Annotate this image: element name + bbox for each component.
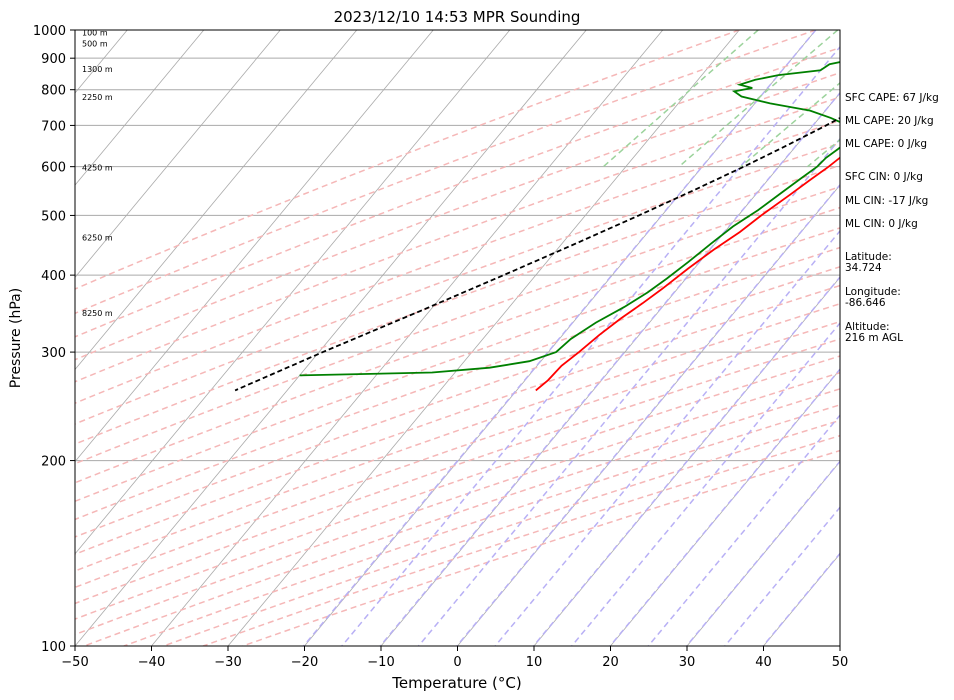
- side-panel-item: SFC CIN: 0 J/kg: [845, 171, 923, 183]
- dewpoint-profile: [299, 61, 840, 377]
- x-tick-label: 10: [526, 655, 543, 670]
- y-tick-label: 600: [41, 161, 66, 176]
- moist-adiabat: [379, 91, 840, 646]
- dry-adiabat: [75, 320, 840, 589]
- dry-adiabat: [83, 388, 840, 646]
- dry-adiabat: [75, 227, 840, 503]
- height-labels: 100 m 500 m 1300 m 2250 m 4250 m 6250 m 8250 m: [82, 29, 113, 318]
- height-label: 1300 m: [82, 65, 113, 74]
- y-tick-label: 700: [41, 119, 66, 134]
- mixing-ratio-line: [602, 30, 759, 168]
- x-tick-label: −20: [291, 655, 318, 670]
- dry-adiabat: [75, 266, 840, 538]
- height-label: 100 m: [82, 29, 108, 38]
- isotherm-line: [75, 30, 281, 278]
- moist-adiabat: [341, 45, 840, 646]
- mixing-ratio-line: [678, 30, 839, 168]
- dry-adiabat: [75, 164, 840, 445]
- dry-adiabat: [75, 119, 840, 404]
- x-axis-label: Temperature (°C): [391, 674, 521, 692]
- moist-adiabat: [303, 30, 817, 646]
- chart-title: 2023/12/10 14:53 MPR Sounding: [334, 8, 581, 26]
- side-panel-item: Latitude: 34.724: [845, 251, 892, 274]
- side-panel-item: Altitude: 216 m AGL: [845, 321, 903, 344]
- x-tick-label: −50: [61, 655, 88, 670]
- height-label: 8250 m: [82, 309, 113, 318]
- moist-adiabat: [532, 275, 840, 646]
- height-label: 500 m: [82, 40, 108, 49]
- y-axis: 100 200 300 400 500 600 700 800 900 1000: [33, 24, 75, 655]
- height-label: 2250 m: [82, 93, 113, 102]
- x-tick-label: −40: [138, 655, 165, 670]
- moist-adiabat: [609, 367, 840, 646]
- height-label: 6250 m: [82, 234, 113, 243]
- mixing-ratio-line: [740, 81, 840, 168]
- y-tick-label: 900: [41, 52, 66, 67]
- moist-adiabat: [418, 137, 840, 646]
- x-tick-label: −10: [367, 655, 394, 670]
- moist-adiabat: [571, 321, 840, 646]
- y-tick-label: 200: [41, 455, 66, 470]
- height-label: 4250 m: [82, 164, 113, 173]
- side-panel-item: ML CIN: -17 J/kg: [845, 195, 929, 207]
- isotherm-line: [75, 30, 358, 371]
- moist-adiabat: [456, 183, 840, 646]
- x-axis: −50 −40 −30 −20 −10 0 10 20 30 40 50: [61, 646, 848, 670]
- dry-adiabat: [75, 30, 740, 290]
- isotherm-line: [75, 30, 205, 186]
- dry-adiabat: [75, 284, 840, 556]
- reference-grid: [75, 30, 840, 646]
- y-tick-label: 100: [41, 640, 66, 655]
- data-series: [234, 61, 840, 392]
- x-tick-label: 30: [679, 655, 696, 670]
- y-tick-label: 1000: [33, 24, 66, 39]
- y-tick-label: 800: [41, 84, 66, 99]
- y-tick-label: 400: [41, 269, 66, 284]
- y-tick-label: 300: [41, 346, 66, 361]
- dry-adiabat: [75, 206, 840, 484]
- dry-adiabat: [75, 142, 840, 425]
- dry-adiabat: [75, 185, 840, 465]
- isotherm-line: [75, 30, 511, 555]
- isotherm-line: [75, 30, 434, 463]
- side-panel-item: ML CAPE: 20 J/kg: [845, 115, 934, 127]
- y-tick-label: 500: [41, 209, 66, 224]
- x-tick-label: 40: [755, 655, 772, 670]
- isotherm-line: [610, 368, 840, 646]
- dry-adiabat: [75, 46, 840, 338]
- x-tick-label: −30: [214, 655, 241, 670]
- temperature-profile: [535, 156, 840, 392]
- side-panel-item: Longitude: -86.646: [845, 286, 901, 309]
- isotherm-line: [227, 30, 740, 646]
- isotherm-line: [686, 461, 840, 646]
- isotherm-line: [75, 30, 587, 646]
- x-tick-label: 0: [453, 655, 461, 670]
- x-tick-label: 20: [602, 655, 619, 670]
- side-panel-item: SFC CAPE: 67 J/kg: [845, 92, 939, 104]
- y-axis-label: Pressure (hPa): [8, 288, 24, 388]
- x-tick-label: 50: [832, 655, 849, 670]
- dry-adiabat: [75, 30, 817, 315]
- side-panel-item: ML CIN: 0 J/kg: [845, 218, 918, 230]
- side-panel-item: ML CAPE: 0 J/kg: [845, 138, 928, 150]
- moist-adiabat: [494, 229, 840, 646]
